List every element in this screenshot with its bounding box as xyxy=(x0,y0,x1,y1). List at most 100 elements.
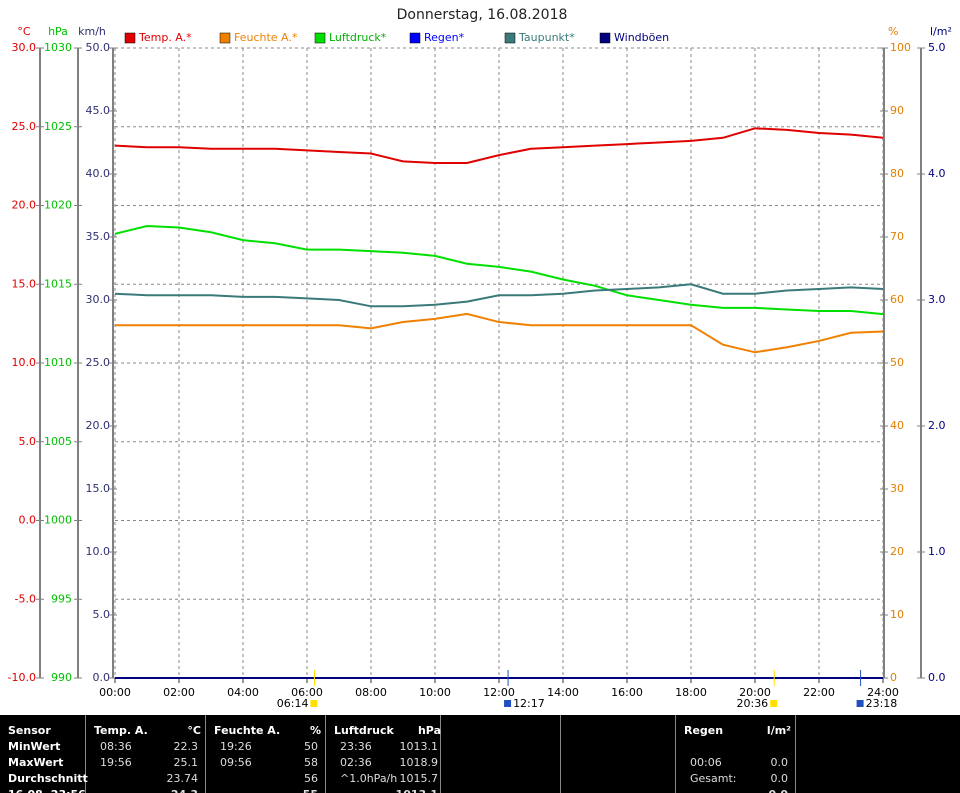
legend-label: Feuchte A.* xyxy=(234,31,298,44)
marker-label: 23:18 xyxy=(866,697,898,710)
y-tick-label: 5.0 xyxy=(19,435,37,448)
table-cell: Gesamt: xyxy=(690,772,737,785)
legend-swatch xyxy=(599,32,611,44)
y-tick-label: 2.0 xyxy=(928,419,946,432)
y-tick-label: 1015 xyxy=(44,277,72,290)
legend-swatch xyxy=(314,32,326,44)
table-separator xyxy=(675,715,676,793)
table-cell: 23:36 xyxy=(340,740,372,753)
column-header: Feuchte A. xyxy=(214,724,281,737)
y-tick-label: 10.0 xyxy=(86,545,111,558)
marker-icon xyxy=(856,700,864,707)
column-header: Luftdruck xyxy=(334,724,394,737)
y-tick-label: 25.0 xyxy=(12,120,37,133)
row-label: Durchschnitt xyxy=(8,772,88,785)
y-tick-label: 5.0 xyxy=(93,608,111,621)
y-tick-label: 35.0 xyxy=(86,230,111,243)
marker-icon xyxy=(770,700,778,707)
axis-unit: hPa xyxy=(48,25,68,38)
axis-unit: km/h xyxy=(78,25,106,38)
y-tick-label: 1.0 xyxy=(928,545,946,558)
y-tick-label: 20 xyxy=(890,545,904,558)
x-tick-label: 06:00 xyxy=(291,686,323,699)
series-line xyxy=(115,312,884,354)
y-tick-label: 1010 xyxy=(44,356,72,369)
legend-swatch xyxy=(124,32,136,44)
y-tick-label: 10.0 xyxy=(12,356,37,369)
table-cell: 02:36 xyxy=(340,756,372,769)
table-cell: ^1.0hPa/h xyxy=(340,772,398,785)
x-tick-label: 10:00 xyxy=(419,686,451,699)
table-cell: 19:26 xyxy=(220,740,252,753)
legend-label: Taupunkt* xyxy=(518,31,575,44)
table-cell: 09:56 xyxy=(220,756,252,769)
column-unit: hPa xyxy=(417,724,441,737)
legend-swatch xyxy=(504,32,516,44)
legend-label: Luftdruck* xyxy=(329,31,387,44)
y-tick-label: 0 xyxy=(890,671,897,684)
y-tick-label: 5.0 xyxy=(928,41,946,54)
column-unit: l/m² xyxy=(766,724,791,737)
chart: Donnerstag, 16.08.2018 °C -10.0 -5.0 0.0 5.0… xyxy=(8,7,952,710)
marker-label: 12:17 xyxy=(513,697,545,710)
x-tick-label: 24:00 xyxy=(867,686,899,699)
y-tick-label: 80 xyxy=(890,167,904,180)
y-tick-label: 90 xyxy=(890,104,904,117)
y-tick-label: 30.0 xyxy=(86,293,111,306)
row-label: MaxWert xyxy=(8,756,64,769)
table-cell: 00:06 xyxy=(690,756,722,769)
table-cell: 24.3 xyxy=(171,788,198,793)
row-label: MinWert xyxy=(8,740,61,753)
table-separator xyxy=(205,715,206,793)
table-cell: 08:36 xyxy=(100,740,132,753)
marker-label: 20:36 xyxy=(736,697,768,710)
series-line xyxy=(114,283,884,308)
x-tick-label: 08:00 xyxy=(355,686,387,699)
legend-swatch xyxy=(219,32,231,44)
y-tick-label: 15.0 xyxy=(86,482,111,495)
legend-label: Regen* xyxy=(424,31,465,44)
legend-label: Windböen xyxy=(614,31,669,44)
y-tick-label: 995 xyxy=(51,592,72,605)
y-tick-label: 30 xyxy=(890,482,904,495)
y-tick-label: 20.0 xyxy=(12,199,37,212)
y-tick-label: 25.0 xyxy=(86,356,111,369)
x-tick-label: 18:00 xyxy=(675,686,707,699)
summary-table: Sensor MinWert MaxWert Durchschnitt 16.08. 2… xyxy=(0,715,960,793)
table-separator xyxy=(325,715,326,793)
y-tick-label: 1030 xyxy=(44,41,72,54)
table-cell: 1013.1 xyxy=(396,788,438,793)
y-tick-label: -10.0 xyxy=(8,671,36,684)
table-cell: 56 xyxy=(304,772,318,785)
y-tick-label: 4.0 xyxy=(928,167,946,180)
row-label: 16.08. 23:56 xyxy=(8,788,86,793)
table-cell: 0.0 xyxy=(769,788,789,793)
y-tick-label: 0.0 xyxy=(19,514,37,527)
y-tick-label: 1020 xyxy=(44,199,72,212)
table-cell: 58 xyxy=(304,756,318,769)
axis-unit: l/m² xyxy=(930,25,952,38)
table-separator xyxy=(440,715,441,793)
marker-label: 06:14 xyxy=(277,697,309,710)
chart-title: Donnerstag, 16.08.2018 xyxy=(397,7,568,23)
table-cell: 22.3 xyxy=(173,740,199,753)
x-tick-label: 14:00 xyxy=(547,686,579,699)
y-tick-label: 45.0 xyxy=(86,104,111,117)
column-header: Regen xyxy=(684,724,724,737)
table-cell: 50 xyxy=(304,740,318,753)
y-tick-label: 50 xyxy=(890,356,904,369)
x-tick-label: 12:00 xyxy=(483,686,515,699)
table-cell: 1015.7 xyxy=(399,772,439,785)
series-line xyxy=(114,224,884,316)
table-cell: 0.0 xyxy=(770,756,789,769)
y-tick-label: 40 xyxy=(890,419,904,432)
y-tick-label: 1000 xyxy=(44,514,72,527)
x-tick-label: 16:00 xyxy=(611,686,643,699)
column-header: Temp. A. xyxy=(94,724,148,737)
column-unit: °C xyxy=(187,724,201,737)
table-cell: 23.74 xyxy=(166,772,199,785)
axis-unit: % xyxy=(888,25,898,38)
legend-swatch xyxy=(409,32,421,44)
y-tick-label: 70 xyxy=(890,230,904,243)
